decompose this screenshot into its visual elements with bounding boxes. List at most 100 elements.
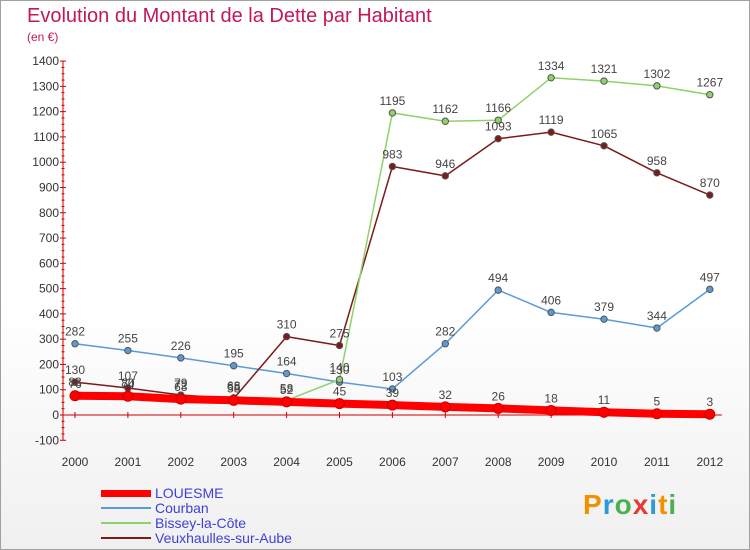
data-point	[545, 404, 557, 416]
data-point	[388, 385, 397, 393]
data-point	[547, 308, 555, 317]
data-point	[281, 396, 293, 408]
data-label: 18	[544, 391, 558, 405]
data-point	[651, 408, 663, 420]
data-point	[386, 399, 398, 411]
logo-letter: o	[614, 489, 633, 520]
data-label: 195	[224, 347, 244, 361]
data-point	[335, 341, 344, 350]
data-label: 26	[492, 389, 506, 403]
data-point	[494, 134, 502, 143]
logo-letter: P	[583, 489, 603, 520]
y-tick-label: 1400	[32, 54, 59, 68]
data-point	[388, 109, 397, 117]
data-point	[547, 128, 555, 136]
data-point	[282, 369, 291, 378]
data-label: 255	[118, 332, 138, 346]
x-tick-label: 2009	[538, 455, 565, 469]
legend-swatch	[101, 537, 151, 539]
logo-letter: t	[658, 489, 669, 520]
y-tick-label: 900	[39, 180, 59, 194]
y-tick-label: -100	[35, 433, 59, 447]
data-point	[706, 285, 714, 294]
data-point	[71, 378, 79, 386]
series-courban	[71, 285, 714, 393]
x-tick-label: 2003	[220, 455, 247, 469]
y-tick-label: 100	[39, 383, 59, 397]
data-label: 282	[65, 325, 85, 339]
data-label: 275	[329, 326, 349, 340]
data-label: 3	[706, 395, 713, 409]
x-tick-label: 2002	[167, 455, 194, 469]
data-label: 1162	[432, 102, 458, 116]
x-tick-label: 2008	[485, 455, 512, 469]
y-tick-label: 1300	[32, 79, 59, 93]
data-point	[228, 394, 240, 406]
y-tick-label: 500	[39, 282, 59, 296]
data-point	[439, 401, 451, 413]
logo-letter: i	[649, 489, 659, 520]
legend-label: LOUESME	[155, 485, 224, 501]
y-tick-label: 300	[39, 332, 59, 346]
data-label: 63	[174, 380, 188, 394]
chart-title: Evolution du Montant de la Dette par Hab…	[27, 5, 432, 27]
y-tick-label: 200	[39, 357, 59, 371]
data-label: 1321	[591, 62, 618, 76]
data-label: 68	[227, 379, 241, 393]
data-point	[653, 169, 661, 177]
data-label: 1119	[539, 113, 564, 127]
y-tick-label: 800	[39, 206, 59, 220]
data-label: 58	[280, 381, 294, 395]
data-label: 140	[329, 361, 349, 375]
data-point	[441, 172, 449, 180]
data-label: 76	[68, 377, 82, 391]
y-tick-label: 1000	[32, 155, 59, 169]
data-point	[704, 408, 716, 420]
data-label: 494	[488, 271, 508, 285]
y-tick-label: 1200	[32, 105, 59, 119]
data-label: 5	[654, 395, 661, 409]
data-point	[124, 346, 132, 355]
data-label: 1302	[644, 67, 671, 81]
data-label: 45	[333, 385, 347, 399]
legend-label: Bissey-la-Côte	[155, 515, 247, 531]
x-tick-label: 2000	[62, 455, 89, 469]
proxiti-logo: Proxiti	[583, 489, 677, 521]
y-tick-label: 700	[39, 231, 59, 245]
data-point	[494, 116, 502, 124]
axes: -100 0 100 200 300 400 500 600 700 800 900 1000 1100…	[32, 54, 723, 469]
data-label: 1267	[696, 76, 723, 90]
data-point	[547, 74, 555, 82]
legend-swatch	[101, 490, 151, 497]
data-label: 1093	[485, 120, 512, 134]
data-label: 103	[382, 370, 402, 384]
data-point	[653, 82, 661, 90]
logo-letter: i	[668, 489, 678, 520]
data-label: 406	[541, 293, 561, 307]
data-label: 1166	[485, 101, 511, 115]
data-label: 58	[227, 381, 241, 395]
x-tick-label: 2004	[273, 455, 300, 469]
data-point	[388, 162, 397, 171]
legend-label: Veuxhaulles-sur-Aube	[155, 530, 292, 546]
data-point	[441, 340, 449, 348]
series-veuxhaulles-sur-aube	[71, 128, 714, 403]
data-point	[492, 402, 504, 414]
data-label: 226	[171, 339, 191, 353]
data-point	[706, 91, 714, 99]
logo-letter: r	[602, 489, 615, 520]
data-point	[334, 398, 345, 410]
x-tick-label: 2012	[696, 455, 723, 469]
x-tick-label: 2001	[115, 455, 142, 469]
logo-letter: x	[632, 489, 650, 520]
y-tick-label: 1100	[33, 130, 59, 144]
data-label: 310	[277, 318, 297, 332]
data-point	[653, 324, 661, 332]
data-point	[175, 393, 187, 405]
chart-unit: (en €)	[27, 30, 59, 44]
y-tick-label: 400	[39, 307, 59, 321]
data-label: 65	[227, 380, 241, 394]
